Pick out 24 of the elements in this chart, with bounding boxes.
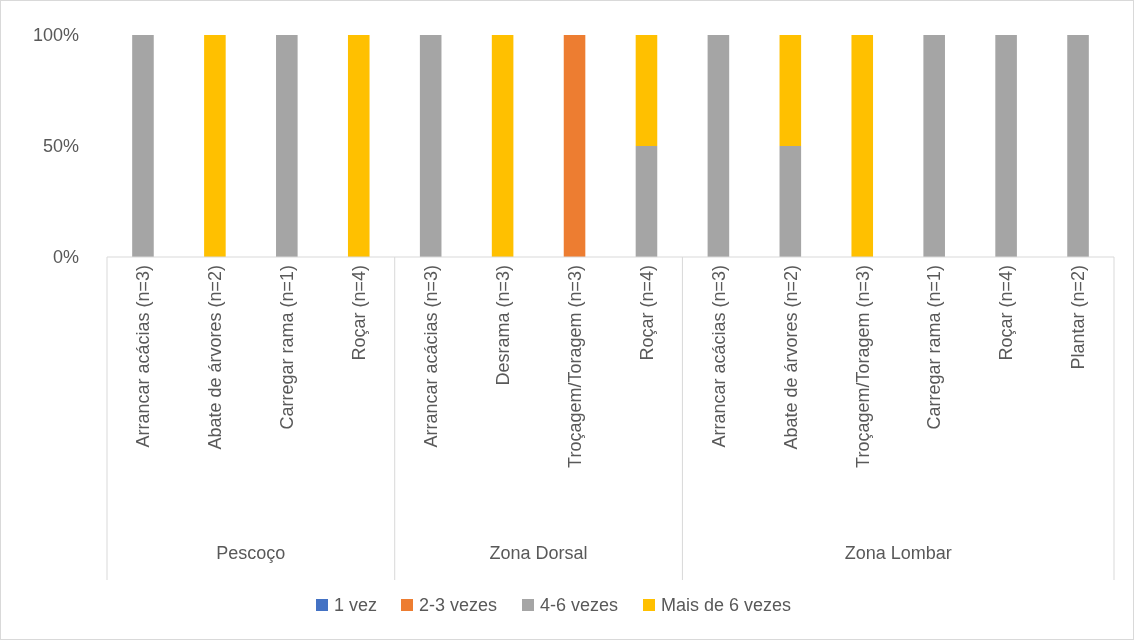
legend-label: 1 vez xyxy=(334,595,378,616)
y-tick-label: 50% xyxy=(42,136,79,157)
x-tick-label: Roçar (n=4) xyxy=(349,265,370,361)
legend-label: Mais de 6 vezes xyxy=(661,595,792,616)
text: Zona Lombar xyxy=(844,543,952,564)
x-tick-label: Arrancar acácias (n=3) xyxy=(133,265,154,448)
text: Zona Dorsal xyxy=(489,543,588,564)
legend-label: 2-3 vezes xyxy=(419,595,498,616)
text: Pescoço xyxy=(216,543,286,564)
x-tick-label: Roçar (n=4) xyxy=(996,265,1017,361)
x-tick-label: Carregar rama (n=1) xyxy=(924,265,945,430)
x-tick-label: Carregar rama (n=1) xyxy=(277,265,298,430)
x-tick-label: Troçagem/Toragem (n=3) xyxy=(564,265,585,468)
y-tick-label: 0% xyxy=(52,247,79,268)
x-tick-label: Plantar (n=2) xyxy=(1068,265,1089,370)
x-tick-label: Arrancar acácias (n=3) xyxy=(420,265,441,448)
x-tick-label: Troçagem/Toragem (n=3) xyxy=(852,265,873,468)
x-tick-label: Arrancar acácias (n=3) xyxy=(708,265,729,448)
y-tick-label: 100% xyxy=(32,25,79,46)
x-tick-label: Abate de árvores (n=2) xyxy=(205,265,226,450)
x-tick-label: Abate de árvores (n=2) xyxy=(780,265,801,450)
legend-label: 4-6 vezes xyxy=(540,595,619,616)
x-tick-label: Roçar (n=4) xyxy=(636,265,657,361)
x-tick-label: Desrama (n=3) xyxy=(492,265,513,386)
